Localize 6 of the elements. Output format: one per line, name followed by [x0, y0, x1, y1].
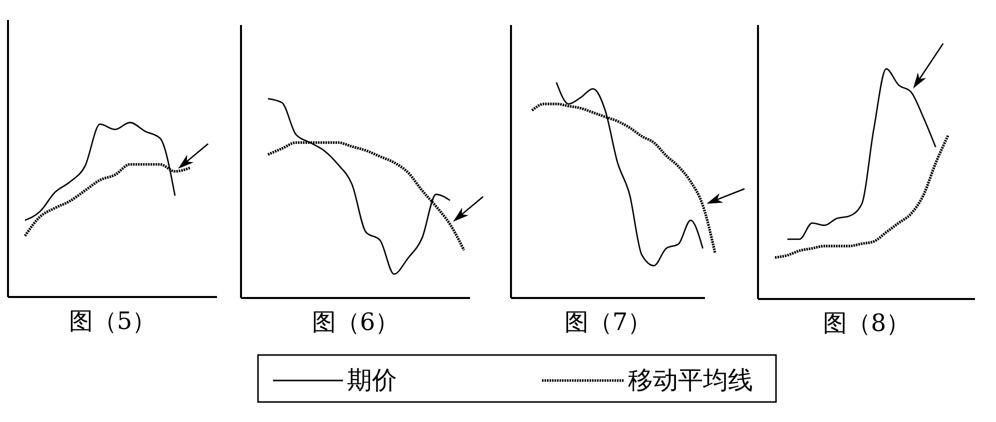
- text: 图（8）: [822, 309, 910, 337]
- text: 图（6）: [312, 308, 400, 336]
- text: 图（5）: [68, 307, 156, 335]
- legend-label: 移动平均线: [628, 366, 753, 394]
- text: 图（7）: [564, 308, 652, 336]
- legend-label: 期价: [347, 366, 397, 394]
